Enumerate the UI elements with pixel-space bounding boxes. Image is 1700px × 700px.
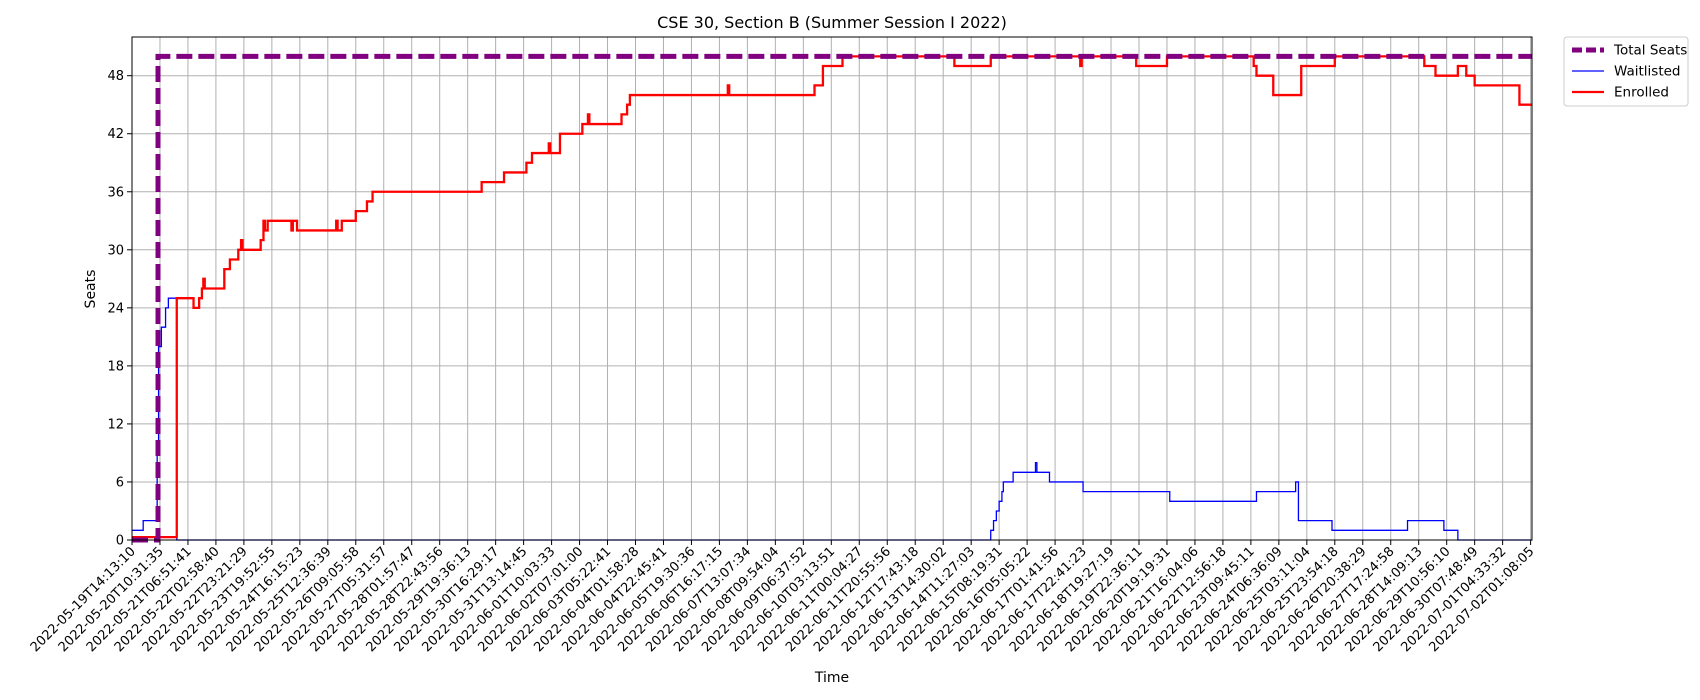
y-tick-label: 0 (116, 534, 124, 549)
y-tick-label: 36 (107, 185, 124, 200)
chart-title: CSE 30, Section B (Summer Session I 2022… (657, 13, 1007, 32)
series-line-total-seats (132, 53, 1532, 543)
y-tick-label: 12 (107, 417, 124, 432)
legend: Total Seats Waitlisted Enrolled (1563, 36, 1689, 107)
legend-label-total-seats: Total Seats (1613, 43, 1687, 59)
y-tick-label: 18 (107, 359, 124, 374)
y-tick-label: 42 (107, 127, 124, 142)
y-tick-label: 30 (107, 243, 124, 258)
legend-box (1563, 36, 1689, 107)
plot-frame (131, 36, 1533, 541)
y-axis: 0 6 12 18 24 30 36 42 48 (107, 69, 132, 549)
y-tick-label: 6 (116, 475, 124, 490)
series-lines (132, 53, 1532, 543)
series-line-waitlisted (132, 297, 1532, 541)
y-tick-label: 24 (107, 301, 124, 316)
grid (131, 37, 1532, 541)
legend-label-enrolled: Enrolled (1614, 85, 1669, 101)
series-line-enrolled (132, 55, 1532, 539)
y-axis-label: Seats (83, 270, 99, 309)
legend-label-waitlisted: Waitlisted (1614, 64, 1681, 80)
x-axis: 2022-05-19T14:13:102022-05-20T10:31:3520… (28, 540, 1537, 655)
x-axis-label: Time (814, 670, 849, 686)
y-tick-label: 48 (107, 69, 124, 84)
